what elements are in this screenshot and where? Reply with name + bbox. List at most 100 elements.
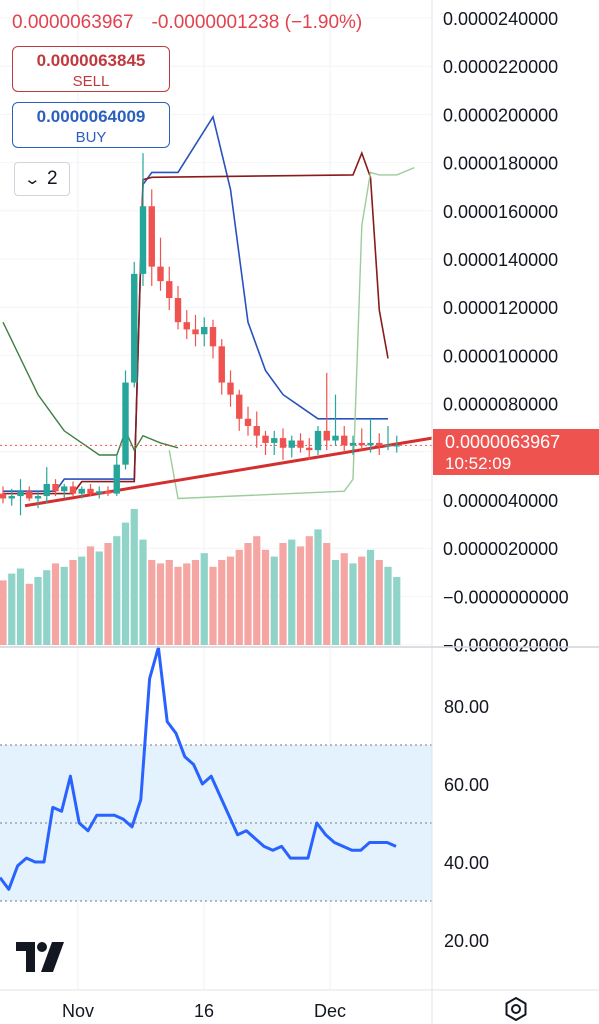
sell-button[interactable]: 0.0000063845 SELL — [12, 46, 170, 92]
volume-bar — [226, 556, 235, 645]
trendline — [24, 436, 433, 508]
volume-bar — [349, 563, 357, 645]
indicator-overlays — [0, 114, 433, 508]
sell-label: SELL — [72, 73, 110, 90]
candle-body — [393, 445, 400, 447]
volume-bar — [270, 556, 278, 645]
candle-body — [174, 298, 182, 323]
price-header: 0.0000063967 -0.0000001238 (−1.90%) — [12, 12, 362, 34]
time-axis-tick-label: 16 — [194, 1001, 214, 1021]
price-axis-tick-label: 0.0000140000 — [443, 250, 558, 270]
price-axis-tick-label: 0.0000200000 — [443, 105, 558, 125]
last-price: 0.0000063967 — [12, 12, 134, 33]
moving-average-line — [2, 321, 179, 456]
candle-body — [209, 327, 217, 347]
volume-bar — [86, 546, 95, 645]
volume-bar — [288, 539, 296, 645]
volume-bar — [165, 560, 173, 645]
volume-bar — [34, 577, 42, 645]
rsi-line — [0, 646, 397, 891]
candle-body — [96, 491, 103, 494]
candle-body — [279, 438, 287, 448]
candle-body — [157, 266, 164, 282]
candle-body — [78, 488, 85, 494]
volume-bar — [139, 539, 147, 645]
volume-bar — [0, 580, 7, 645]
candle-body — [87, 488, 94, 494]
settings-icon[interactable] — [503, 996, 529, 1022]
indicators-toggle-button[interactable]: ⌄ 2 — [14, 162, 70, 196]
candle-body — [61, 486, 68, 492]
tradingview-logo-icon — [16, 942, 64, 972]
candle-body — [244, 418, 252, 427]
candle-body — [349, 442, 357, 446]
candle-body — [341, 435, 348, 446]
buy-button[interactable]: 0.0000064009 BUY — [12, 102, 170, 148]
volume-bar — [305, 536, 313, 645]
price-axis-tick-label: 0.0000100000 — [443, 346, 558, 366]
candles — [0, 153, 400, 516]
time-axis-tick-label: Dec — [314, 1001, 346, 1021]
volume-bar — [8, 573, 16, 645]
buy-label: BUY — [75, 129, 107, 146]
baseline-line — [3, 150, 389, 495]
candle-body — [376, 442, 383, 446]
volume-bar — [340, 553, 348, 645]
candle-body — [367, 442, 374, 446]
volume-bar — [375, 560, 383, 645]
candle-body — [0, 493, 7, 499]
volume-bar — [244, 543, 252, 645]
rsi-pane — [0, 646, 432, 902]
price-axis-tick-label: 0.0000180000 — [443, 154, 558, 174]
chevron-down-icon: ⌄ — [23, 171, 42, 188]
candle-body — [104, 491, 112, 494]
price-axis-tick-label: −0.0000000000 — [443, 587, 569, 607]
candle-body — [288, 440, 295, 448]
candle-body — [227, 382, 234, 395]
candle-body — [122, 382, 129, 465]
candle-body — [332, 435, 339, 441]
candle-body — [218, 346, 225, 383]
candle-body — [384, 445, 392, 447]
bar-countdown: 10:52:09 — [445, 454, 512, 473]
volume-bars — [0, 509, 401, 645]
volume-bar — [130, 509, 138, 645]
candle-body — [314, 430, 322, 451]
volume-bar — [235, 549, 243, 645]
price-change: -0.0000001238 (−1.90%) — [151, 12, 363, 33]
volume-bar — [200, 553, 208, 645]
volume-bar — [384, 566, 392, 645]
volume-bar — [43, 570, 51, 645]
donchian-lower-line — [168, 166, 415, 500]
volume-bar — [366, 549, 375, 645]
candle-body — [253, 426, 260, 436]
candle-body — [192, 329, 199, 335]
volume-bar — [121, 522, 130, 645]
indicator-count: 2 — [47, 168, 58, 189]
candle-body — [297, 440, 304, 448]
candle-body — [69, 486, 77, 494]
volume-bar — [209, 566, 217, 645]
current-price-label: 0.0000063967 10:52:09 — [433, 429, 599, 475]
volume-bar — [156, 563, 165, 645]
volume-bar — [314, 529, 322, 645]
price-axis-tick-label: 0.0000080000 — [443, 395, 558, 415]
candle-body — [34, 496, 42, 499]
price-axis-tick-label: 0.0000220000 — [443, 57, 558, 77]
volume-bar — [393, 577, 401, 645]
price-axis-tick-label: −0.0000020000 — [443, 636, 569, 656]
volume-bar — [323, 543, 331, 645]
rsi-axis-tick-label: 80.00 — [444, 697, 489, 717]
volume-bar — [296, 546, 305, 645]
candle-body — [148, 206, 155, 267]
volume-bar — [25, 583, 33, 645]
volume-bar — [174, 566, 182, 645]
candle-body — [8, 496, 15, 499]
candle-body — [323, 430, 330, 441]
rsi-axis-tick-label: 40.00 — [444, 853, 489, 873]
volume-bar — [331, 560, 340, 645]
volume-bar — [191, 560, 200, 645]
volume-bar — [78, 556, 86, 645]
candle-body — [52, 483, 59, 492]
